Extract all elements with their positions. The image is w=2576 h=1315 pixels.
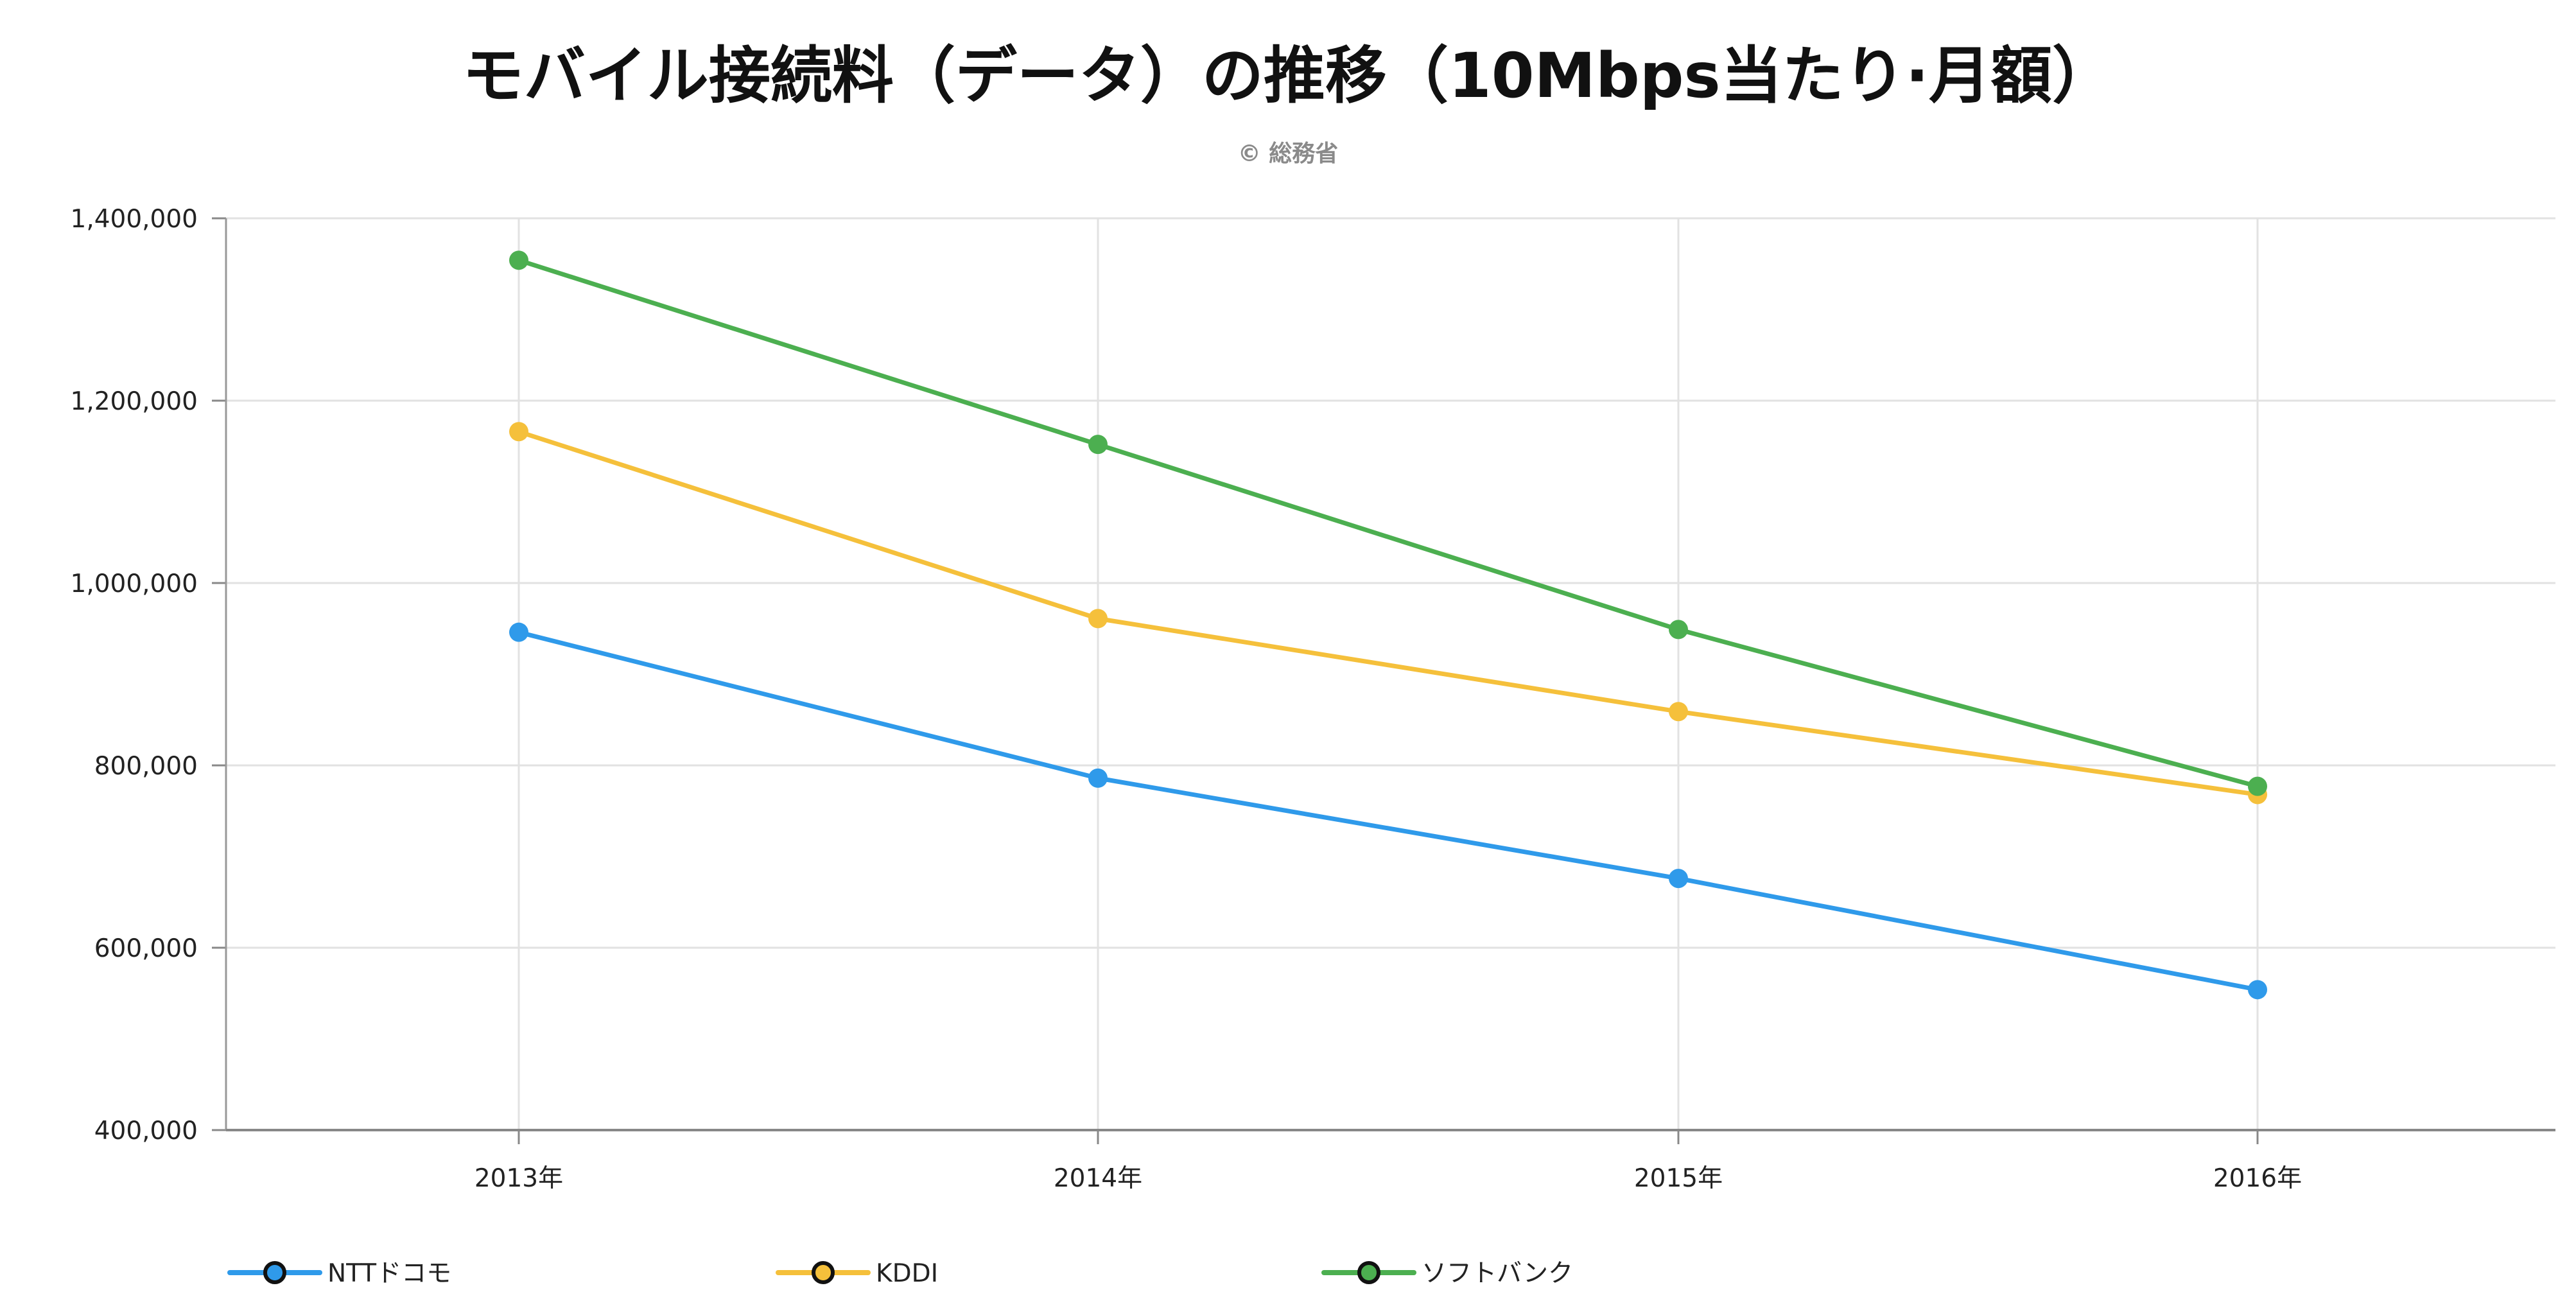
series-line-2 xyxy=(516,429,2260,797)
series-line-1 xyxy=(516,630,2260,992)
data-point xyxy=(509,250,528,270)
legend-label: ソフトバンク xyxy=(1422,1259,1573,1288)
series-layer xyxy=(509,250,2267,1000)
legend-label: NTTドコモ xyxy=(327,1259,451,1288)
legend-label: KDDI xyxy=(876,1259,938,1288)
x-tick-label: 2015年 xyxy=(1634,1164,1723,1193)
legend: NTTドコモ KDDI ソフトバンク xyxy=(227,1259,1573,1288)
data-point xyxy=(509,622,528,642)
data-point xyxy=(1088,435,1108,455)
data-point xyxy=(509,422,528,442)
legend-swatch-marker xyxy=(263,1261,286,1284)
series-line-3 xyxy=(516,257,2260,789)
x-tick-label: 2013年 xyxy=(474,1164,563,1193)
grid-layer xyxy=(226,217,2555,1130)
x-tick-label: 2014年 xyxy=(1054,1164,1142,1193)
chart-title: モバイル接続料（データ）の推移（10Mbps当たり·月額） xyxy=(462,40,2114,112)
chart-credit: © 総務省 xyxy=(1237,141,1339,167)
legend-swatch-marker xyxy=(812,1261,835,1284)
y-tick-label: 600,000 xyxy=(94,934,198,963)
y-tick-label: 800,000 xyxy=(94,752,198,781)
data-point xyxy=(1088,609,1108,629)
y-tick-label: 1,000,000 xyxy=(71,570,198,598)
data-point xyxy=(1669,620,1688,640)
legend-swatch-marker xyxy=(1357,1261,1380,1284)
y-tick-label: 1,400,000 xyxy=(71,205,198,234)
y-tick-label: 1,200,000 xyxy=(71,387,198,416)
data-point xyxy=(2248,980,2267,1000)
data-point xyxy=(2248,776,2267,796)
data-point xyxy=(1669,702,1688,722)
y-tick-label: 400,000 xyxy=(94,1117,198,1145)
data-point xyxy=(1669,869,1688,889)
data-point xyxy=(1088,768,1108,788)
x-tick-label: 2016年 xyxy=(2213,1164,2302,1193)
axis-layer: 400,000 600,000 800,000 1,000,000 1,200,000 1… xyxy=(71,205,2555,1193)
